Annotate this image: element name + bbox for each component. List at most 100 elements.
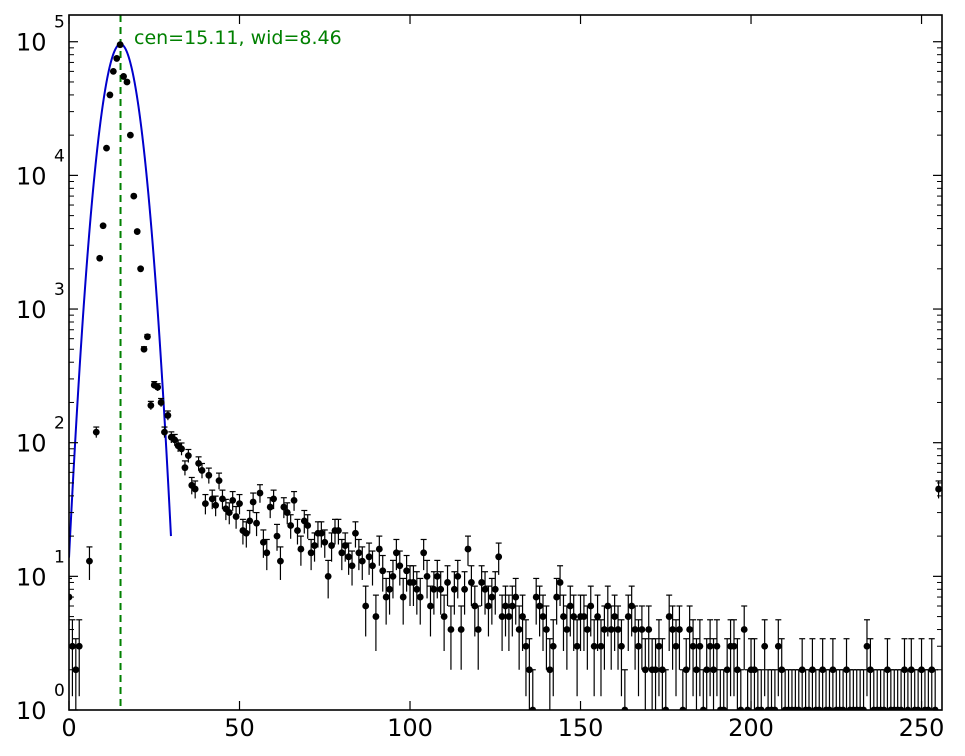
x-tick-label: 0 [61,714,76,742]
data-point [205,471,213,479]
data-point [884,666,891,674]
data-point [321,538,329,546]
data-point [195,459,202,467]
data-point [154,383,162,391]
plot-area [69,15,942,710]
data-point [253,519,260,527]
data-point [703,666,711,674]
data-point [345,553,353,561]
y-tick-label-base: 10 [16,29,47,57]
data-point [140,345,148,353]
data-point [164,412,172,419]
data-point [113,55,121,62]
data-point [880,706,888,710]
data-point [566,602,574,610]
data-point [481,585,489,593]
data-point [771,706,779,710]
data-point [556,579,564,586]
data-point [297,545,305,553]
data-point [75,642,83,650]
data-point [529,706,537,710]
data-point [539,613,547,620]
data-point [519,613,526,620]
data-point [341,542,349,549]
data-point [403,567,411,575]
data-point [116,41,124,49]
data-point [508,602,516,610]
data-point [597,642,605,650]
data-point [259,538,267,546]
data-point [498,613,506,620]
data-point [515,626,523,633]
y-tick-label-exp: 5 [54,13,65,33]
data-point [655,642,663,650]
data-point [682,666,690,674]
data-point [665,613,673,620]
data-point [907,666,915,674]
data-point [420,549,428,557]
data-point [103,144,110,152]
data-point [546,666,554,674]
data-point [631,626,639,633]
data-point [543,626,550,633]
data-point [147,402,155,409]
data-point [672,642,680,650]
data-point [379,567,387,575]
data-point [433,572,441,580]
data-point [191,485,199,493]
data-point [72,666,80,674]
data-point [375,545,383,553]
data-point [96,254,104,262]
data-point [277,557,284,565]
data-point [662,706,670,710]
data-point [369,562,376,570]
data-point [109,67,117,75]
data-point [641,666,649,674]
data-point [219,495,226,503]
data-point [553,593,561,601]
data-point [744,706,752,710]
data-point [491,585,499,593]
data-point [287,522,295,529]
data-point [730,642,738,650]
data-point [270,495,278,503]
data-point [805,706,813,710]
data-point [266,503,274,511]
data-point [202,500,209,508]
data-point [699,706,707,710]
data-point [450,585,458,593]
data-point [502,602,509,610]
data-point [733,666,741,674]
data-point [242,529,250,537]
data-point [931,706,939,710]
data-point [826,706,833,710]
data-point [249,498,257,506]
data-point [618,642,625,650]
data-point [652,666,659,674]
data-point [928,666,936,674]
data-point [317,529,325,537]
data-point [512,593,520,601]
data-point [386,585,393,593]
data-point [430,585,438,593]
y-tick-label-exp: 1 [54,547,65,567]
data-point [751,666,758,674]
data-point [525,666,533,674]
data-point [594,613,601,620]
data-point [410,579,417,586]
data-point [454,572,462,580]
data-point [358,557,366,565]
data-point [427,602,434,610]
x-tick-label: 200 [728,714,774,742]
data-point [416,593,424,601]
data-point [464,545,472,553]
data-point [485,602,492,610]
data-point [440,613,448,620]
data-point [713,642,721,650]
data-point [819,666,827,674]
data-point [236,500,243,508]
data-point [560,613,567,620]
data-point [628,602,636,610]
data-point [600,626,608,633]
